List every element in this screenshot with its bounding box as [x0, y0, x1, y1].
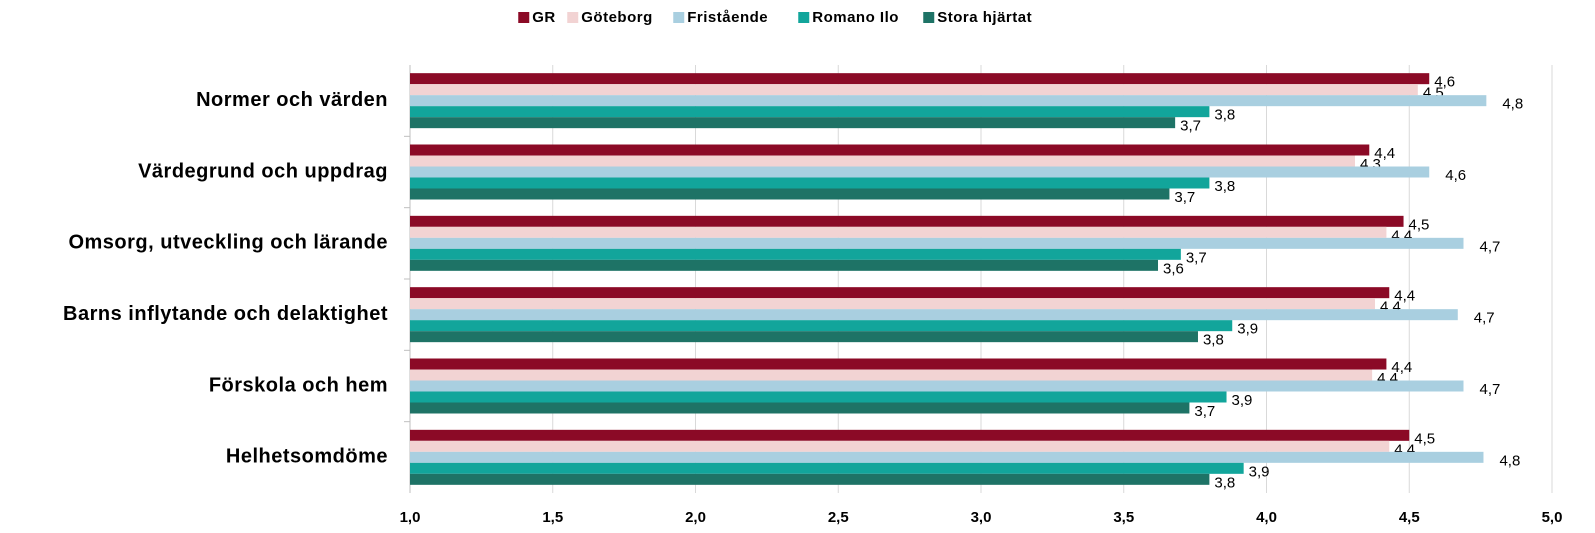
- y-tick-label: Normer och värden: [196, 89, 388, 111]
- data-label: 3,7: [1194, 403, 1215, 420]
- bar: [410, 106, 1210, 118]
- x-tick-label: 1,0: [400, 509, 421, 526]
- x-tick-label: 2,5: [828, 509, 849, 526]
- y-tick-label: Barns inflytande och delaktighet: [63, 303, 388, 325]
- bar: [410, 298, 1375, 310]
- bar: [410, 440, 1390, 452]
- legend-label: Göteborg: [581, 9, 653, 26]
- bar: [410, 391, 1227, 403]
- bar: [410, 144, 1370, 156]
- legend-swatch: [567, 12, 579, 23]
- data-label: 3,9: [1249, 463, 1270, 480]
- bar: [410, 84, 1418, 96]
- data-label: 3,8: [1214, 474, 1235, 491]
- legend-swatch: [673, 12, 685, 23]
- x-tick-label: 3,0: [971, 509, 992, 526]
- bar: [410, 226, 1387, 238]
- data-label: 4,7: [1474, 310, 1495, 327]
- x-tick-label: 3,5: [1113, 509, 1134, 526]
- data-label: 4,5: [1414, 430, 1435, 447]
- data-label: 4,6: [1445, 167, 1466, 184]
- legend-label: Fristående: [687, 9, 768, 26]
- bar: [410, 287, 1390, 299]
- data-label: 4,7: [1479, 381, 1500, 398]
- y-tick-label: Helhetsomdöme: [226, 446, 388, 468]
- x-tick-label: 1,5: [542, 509, 563, 526]
- bar: [410, 402, 1190, 414]
- data-label: 3,8: [1203, 332, 1224, 349]
- bar: [410, 215, 1404, 227]
- y-tick-label: Värdegrund och uppdrag: [138, 160, 388, 182]
- data-label: 4,8: [1502, 96, 1523, 113]
- bar: [410, 320, 1233, 332]
- legend-swatch: [798, 12, 810, 23]
- bar: [410, 155, 1356, 167]
- data-label: 4,5: [1409, 216, 1430, 233]
- bar: [410, 429, 1410, 441]
- data-label: 4,6: [1434, 74, 1455, 91]
- x-tick-label: 2,0: [685, 509, 706, 526]
- bar: [410, 188, 1170, 200]
- bar: [410, 451, 1484, 463]
- data-label: 4,8: [1499, 452, 1520, 469]
- bar: [410, 177, 1210, 189]
- bar: [410, 248, 1181, 260]
- bar: [410, 358, 1387, 370]
- x-tick-label: 4,0: [1256, 509, 1277, 526]
- legend-swatch: [518, 12, 530, 23]
- data-label: 3,7: [1186, 249, 1207, 266]
- y-tick-label: Förskola och hem: [209, 374, 388, 396]
- legend-swatch: [923, 12, 935, 23]
- data-label: 3,6: [1163, 260, 1184, 277]
- legend-label: Romano Ilo: [812, 9, 899, 26]
- x-tick-label: 5,0: [1542, 509, 1563, 526]
- data-label: 3,8: [1214, 178, 1235, 195]
- x-tick-label: 4,5: [1399, 509, 1420, 526]
- bar: [410, 380, 1464, 392]
- bar: [410, 331, 1198, 343]
- legend-label: GR: [532, 9, 556, 26]
- bar: [410, 95, 1487, 107]
- bar: [410, 462, 1244, 474]
- data-label: 3,7: [1174, 189, 1195, 206]
- bar: [410, 309, 1458, 321]
- bar: [410, 237, 1464, 249]
- data-label: 4,4: [1394, 288, 1415, 305]
- bar: [410, 473, 1210, 485]
- data-label: 3,7: [1180, 118, 1201, 135]
- data-label: 3,8: [1214, 107, 1235, 124]
- bar: [410, 117, 1176, 129]
- data-label: 3,9: [1237, 321, 1258, 338]
- data-label: 4,4: [1374, 145, 1395, 162]
- bar: [410, 369, 1373, 381]
- bar: [410, 73, 1430, 85]
- bar: [410, 259, 1159, 271]
- data-label: 4,4: [1391, 359, 1412, 376]
- data-label: 4,7: [1479, 238, 1500, 255]
- legend-label: Stora hjärtat: [937, 9, 1032, 26]
- y-tick-label: Omsorg, utveckling och lärande: [68, 232, 388, 254]
- bar: [410, 166, 1430, 178]
- data-label: 3,9: [1232, 392, 1253, 409]
